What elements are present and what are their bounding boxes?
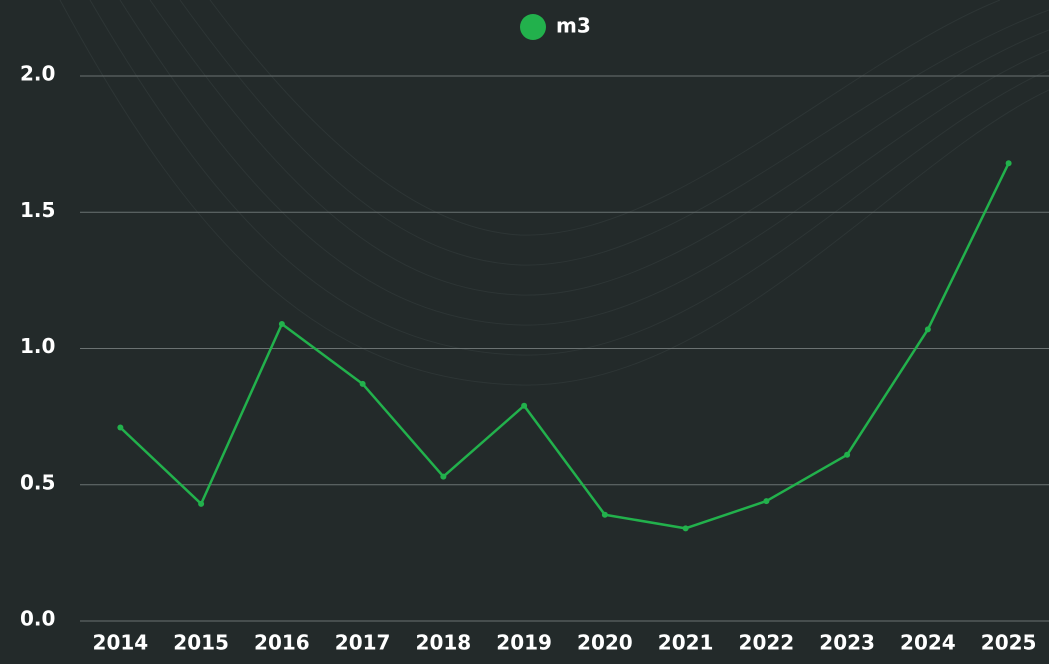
point <box>682 525 689 532</box>
x-tick-label: 2018 <box>416 631 472 655</box>
y-tick-label: 0.0 <box>20 607 55 631</box>
point <box>440 473 447 480</box>
y-tick-label: 0.5 <box>20 470 55 494</box>
point <box>1005 160 1012 167</box>
x-tick-label: 2020 <box>577 631 633 655</box>
point <box>763 498 770 505</box>
x-tick-label: 2017 <box>335 631 391 655</box>
point <box>924 326 931 333</box>
x-tick-label: 2021 <box>658 631 714 655</box>
legend-marker <box>520 14 546 40</box>
x-tick-label: 2022 <box>739 631 795 655</box>
point <box>198 500 205 507</box>
x-tick-label: 2023 <box>819 631 875 655</box>
point <box>278 320 285 327</box>
y-tick-label: 1.0 <box>20 334 55 358</box>
x-tick-label: 2024 <box>900 631 956 655</box>
point <box>521 402 528 409</box>
x-tick-label: 2025 <box>981 631 1037 655</box>
legend-label: m3 <box>556 14 591 38</box>
background-waves <box>59 0 1049 386</box>
line <box>119 162 1010 530</box>
x-tick-label: 2015 <box>173 631 229 655</box>
point <box>844 451 851 458</box>
y-tick-label: 1.5 <box>20 198 55 222</box>
y-tick-label: 2.0 <box>20 62 55 86</box>
x-tick-label: 2016 <box>254 631 310 655</box>
point <box>359 380 366 387</box>
point <box>601 511 608 518</box>
x-tick-label: 2014 <box>93 631 149 655</box>
x-tick-label: 2019 <box>496 631 552 655</box>
point <box>117 424 124 431</box>
